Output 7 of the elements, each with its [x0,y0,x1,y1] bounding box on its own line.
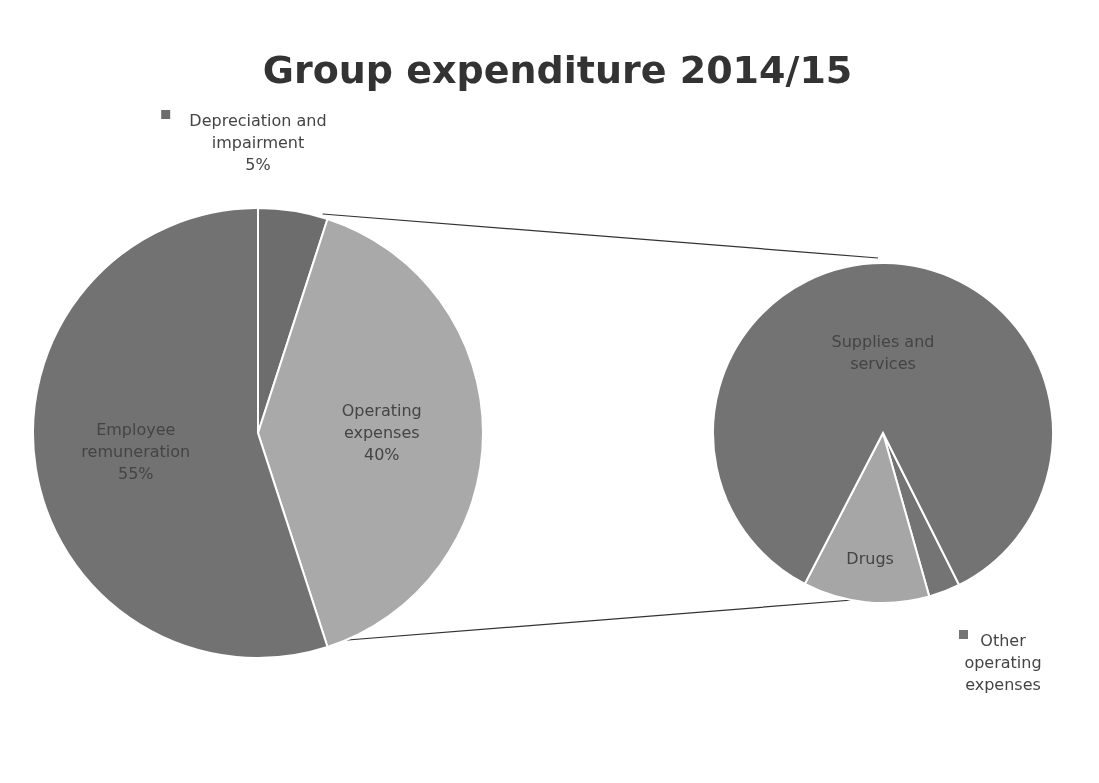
slice-label: Operating expenses [341,400,422,442]
legend-label: Depreciation and impairment [189,110,327,152]
chart-title: Group expenditure 2014/15 [261,48,854,92]
data-label: 40% [363,444,400,464]
legend-label: Other operating expenses [964,630,1042,694]
slice-label: Drugs [846,549,894,569]
data-label: 5% [245,154,271,174]
